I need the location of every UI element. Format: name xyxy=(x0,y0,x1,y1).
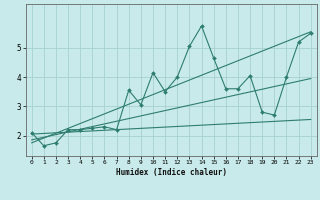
X-axis label: Humidex (Indice chaleur): Humidex (Indice chaleur) xyxy=(116,168,227,177)
